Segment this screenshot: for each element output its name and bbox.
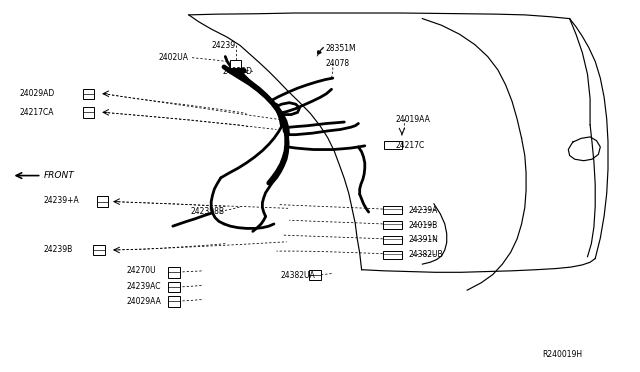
Text: 24270U: 24270U <box>127 266 156 275</box>
Text: 24382UA: 24382UA <box>280 271 315 280</box>
Text: 24239: 24239 <box>211 41 236 50</box>
Bar <box>97 196 108 207</box>
Bar <box>168 296 180 307</box>
Bar <box>168 282 180 292</box>
Bar <box>309 270 321 280</box>
Bar <box>383 251 402 259</box>
Text: 24029D: 24029D <box>223 67 253 76</box>
Text: 24239+A: 24239+A <box>44 196 79 205</box>
Bar <box>93 245 105 255</box>
Text: 24078: 24078 <box>325 59 349 68</box>
Text: 24217CA: 24217CA <box>19 108 54 117</box>
Text: 24019B: 24019B <box>408 221 438 230</box>
Circle shape <box>238 68 246 73</box>
Bar <box>383 236 402 244</box>
Text: 24029AA: 24029AA <box>127 297 161 306</box>
Text: R240019H: R240019H <box>543 350 583 359</box>
Text: 24019AA: 24019AA <box>396 115 430 124</box>
Bar <box>383 206 402 214</box>
Bar <box>83 89 94 99</box>
Text: FRONT: FRONT <box>44 171 74 180</box>
Text: 24382UB: 24382UB <box>408 250 443 259</box>
Text: 28351M: 28351M <box>325 44 356 53</box>
Text: 24391N: 24391N <box>408 235 438 244</box>
Bar <box>83 107 94 118</box>
Text: 24239AC: 24239AC <box>127 282 161 291</box>
Text: 2402UA: 2402UA <box>159 53 189 62</box>
Text: 242398B: 242398B <box>191 207 225 216</box>
Bar <box>168 267 180 278</box>
Text: 24239B: 24239B <box>44 246 73 254</box>
Text: 24239A: 24239A <box>408 206 438 215</box>
Bar <box>383 221 402 229</box>
Bar <box>384 141 402 149</box>
Text: 24029AD: 24029AD <box>19 89 54 98</box>
FancyBboxPatch shape <box>230 60 241 68</box>
Text: 24217C: 24217C <box>396 141 425 150</box>
